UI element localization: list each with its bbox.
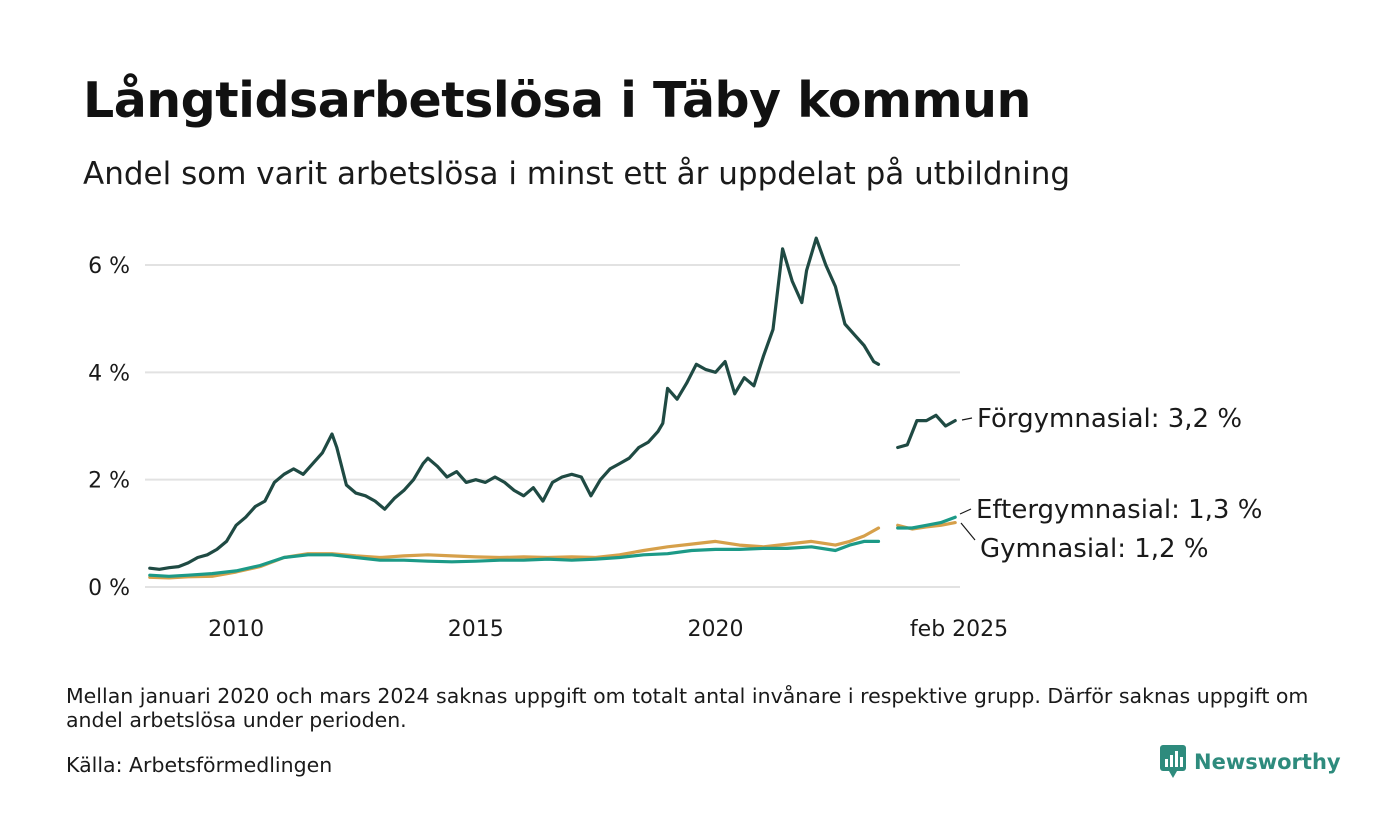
series-line-gymnasial [148, 526, 881, 580]
line-chart: 0 % 2 % 4 % 6 % 2010 2015 2020 feb 2025 Förgym… [88, 236, 1262, 642]
y-axis-labels: 0 % 2 % 4 % 6 % [88, 254, 130, 601]
leader-line [959, 508, 972, 515]
y-tick-label: 2 % [88, 469, 130, 494]
brand-logo: Newsworthy [1160, 745, 1341, 779]
source-credit: Källa: Arbetsförmedlingen [66, 753, 333, 777]
series-line-eftergymnasial [896, 515, 957, 530]
x-tick-label: 2015 [448, 617, 504, 642]
series-end-label-eftergymnasial: Eftergymnasial: 1,3 % [976, 495, 1262, 525]
series-line-eftergymnasial [148, 539, 881, 578]
brand-name: Newsworthy [1194, 750, 1341, 774]
x-tick-label: 2010 [208, 617, 264, 642]
end-labels: Förgymnasial: 3,2 % Eftergymnasial: 1,3 %… [959, 404, 1262, 564]
series-end-label-forgymnasial: Förgymnasial: 3,2 % [977, 404, 1242, 434]
gridlines [145, 264, 960, 588]
chart-subtitle: Andel som varit arbetslösa i minst ett å… [83, 156, 1071, 192]
x-tick-label: 2020 [688, 617, 744, 642]
series-line-forgymnasial [896, 413, 957, 450]
leader-line [961, 417, 973, 421]
x-tick-label: feb 2025 [910, 617, 1008, 642]
y-tick-label: 4 % [88, 361, 130, 386]
leader-line [960, 522, 976, 541]
y-tick-label: 0 % [88, 576, 130, 601]
series-end-label-gymnasial: Gymnasial: 1,2 % [980, 534, 1209, 564]
y-tick-label: 6 % [88, 254, 130, 279]
x-axis-labels: 2010 2015 2020 feb 2025 [208, 617, 1008, 642]
chart-title: Långtidsarbetslösa i Täby kommun [83, 72, 1031, 129]
series-line-forgymnasial [148, 236, 881, 571]
newsworthy-logo-icon [1160, 745, 1186, 778]
series-lines [148, 236, 957, 580]
footnote: Mellan januari 2020 och mars 2024 saknas… [66, 684, 1309, 732]
